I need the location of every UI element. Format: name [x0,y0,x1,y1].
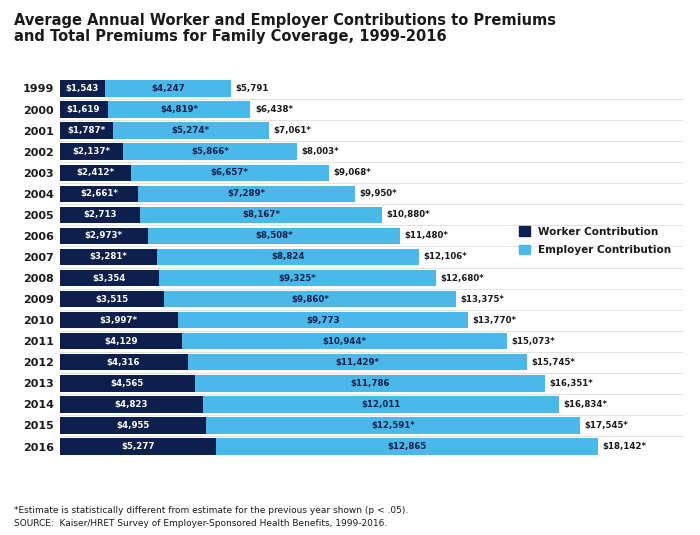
Text: Average Annual Worker and Employer Contributions to Premiums: Average Annual Worker and Employer Contr… [14,13,556,28]
Text: $12,865: $12,865 [387,442,426,451]
Text: SOURCE:  Kaiser/HRET Survey of Employer-Sponsored Health Benefits, 1999-2016.: SOURCE: Kaiser/HRET Survey of Employer-S… [14,519,387,528]
Text: $8,508*: $8,508* [255,232,293,240]
Bar [113,123,269,139]
Bar [60,333,182,349]
Bar [60,186,139,202]
Text: $1,619: $1,619 [66,105,100,114]
Bar [60,101,108,118]
Text: $2,661*: $2,661* [80,189,118,198]
Text: $9,860*: $9,860* [291,295,329,303]
Text: $9,068*: $9,068* [333,168,371,177]
Text: $9,773: $9,773 [306,316,340,325]
Text: $4,955: $4,955 [116,421,150,430]
Legend: Worker Contribution, Employer Contribution: Worker Contribution, Employer Contributi… [516,223,674,258]
Bar [188,354,526,371]
Bar [105,80,231,97]
Text: $18,142*: $18,142* [602,442,646,451]
Text: $8,003*: $8,003* [302,147,339,156]
Bar [178,312,468,328]
Text: $12,011: $12,011 [361,400,400,409]
Bar [60,291,164,307]
Bar [60,396,202,412]
Text: $10,944*: $10,944* [322,337,366,346]
Text: $15,073*: $15,073* [511,337,555,346]
Text: $8,824: $8,824 [271,253,304,262]
Bar [148,228,400,244]
Text: $9,325*: $9,325* [279,273,316,282]
Text: $4,247: $4,247 [151,84,185,93]
Text: $10,880*: $10,880* [386,210,430,219]
Text: $5,277: $5,277 [121,442,155,451]
Bar [60,164,131,181]
Bar [60,143,123,160]
Bar [60,270,159,286]
Text: $11,429*: $11,429* [335,358,379,367]
Text: $12,591*: $12,591* [372,421,415,430]
Text: $2,137*: $2,137* [72,147,110,156]
Bar [123,143,297,160]
Bar [60,228,148,244]
Text: $2,973*: $2,973* [85,232,122,240]
Bar [216,438,598,455]
Bar [60,375,195,392]
Bar [140,207,382,223]
Text: $3,997*: $3,997* [100,316,138,325]
Bar [60,354,188,371]
Text: $4,823: $4,823 [114,400,148,409]
Text: $2,713: $2,713 [83,210,116,219]
Text: $17,545*: $17,545* [584,421,629,430]
Text: $13,375*: $13,375* [461,295,505,303]
Text: $1,543: $1,543 [66,84,99,93]
Text: $3,281*: $3,281* [89,253,127,262]
Bar [60,417,206,434]
Bar [131,164,328,181]
Text: $6,438*: $6,438* [255,105,293,114]
Text: $12,106*: $12,106* [423,253,467,262]
Text: $13,770*: $13,770* [473,316,517,325]
Text: $8,167*: $8,167* [242,210,280,219]
Text: $3,515: $3,515 [95,295,128,303]
Bar [202,396,559,412]
Bar [139,186,355,202]
Text: $16,834*: $16,834* [564,400,608,409]
Text: $15,745*: $15,745* [531,358,575,367]
Text: *Estimate is statistically different from estimate for the previous year shown (: *Estimate is statistically different fro… [14,506,408,515]
Text: $16,351*: $16,351* [549,379,593,388]
Bar [206,417,580,434]
Text: $4,819*: $4,819* [160,105,198,114]
Text: $1,787*: $1,787* [67,126,105,135]
Text: $9,950*: $9,950* [359,189,397,198]
Bar [60,123,113,139]
Text: $6,657*: $6,657* [211,168,248,177]
Text: $5,866*: $5,866* [191,147,229,156]
Text: $11,480*: $11,480* [405,232,449,240]
Text: $2,412*: $2,412* [76,168,114,177]
Text: and Total Premiums for Family Coverage, 1999-2016: and Total Premiums for Family Coverage, … [14,29,447,44]
Text: $4,565: $4,565 [111,379,144,388]
Text: $7,289*: $7,289* [228,189,265,198]
Bar [182,333,507,349]
Bar [60,207,140,223]
Text: $7,061*: $7,061* [274,126,312,135]
Bar [157,249,419,265]
Bar [164,291,456,307]
Bar [60,80,105,97]
Bar [60,312,178,328]
Bar [108,101,251,118]
Text: $5,791: $5,791 [236,84,269,93]
Text: $4,129: $4,129 [104,337,137,346]
Bar [195,375,545,392]
Bar [60,438,216,455]
Text: $12,680*: $12,680* [440,273,484,282]
Text: $4,316: $4,316 [107,358,140,367]
Bar [159,270,435,286]
Text: $5,274*: $5,274* [172,126,210,135]
Text: $11,786: $11,786 [350,379,389,388]
Text: $3,354: $3,354 [92,273,126,282]
Bar [60,249,157,265]
